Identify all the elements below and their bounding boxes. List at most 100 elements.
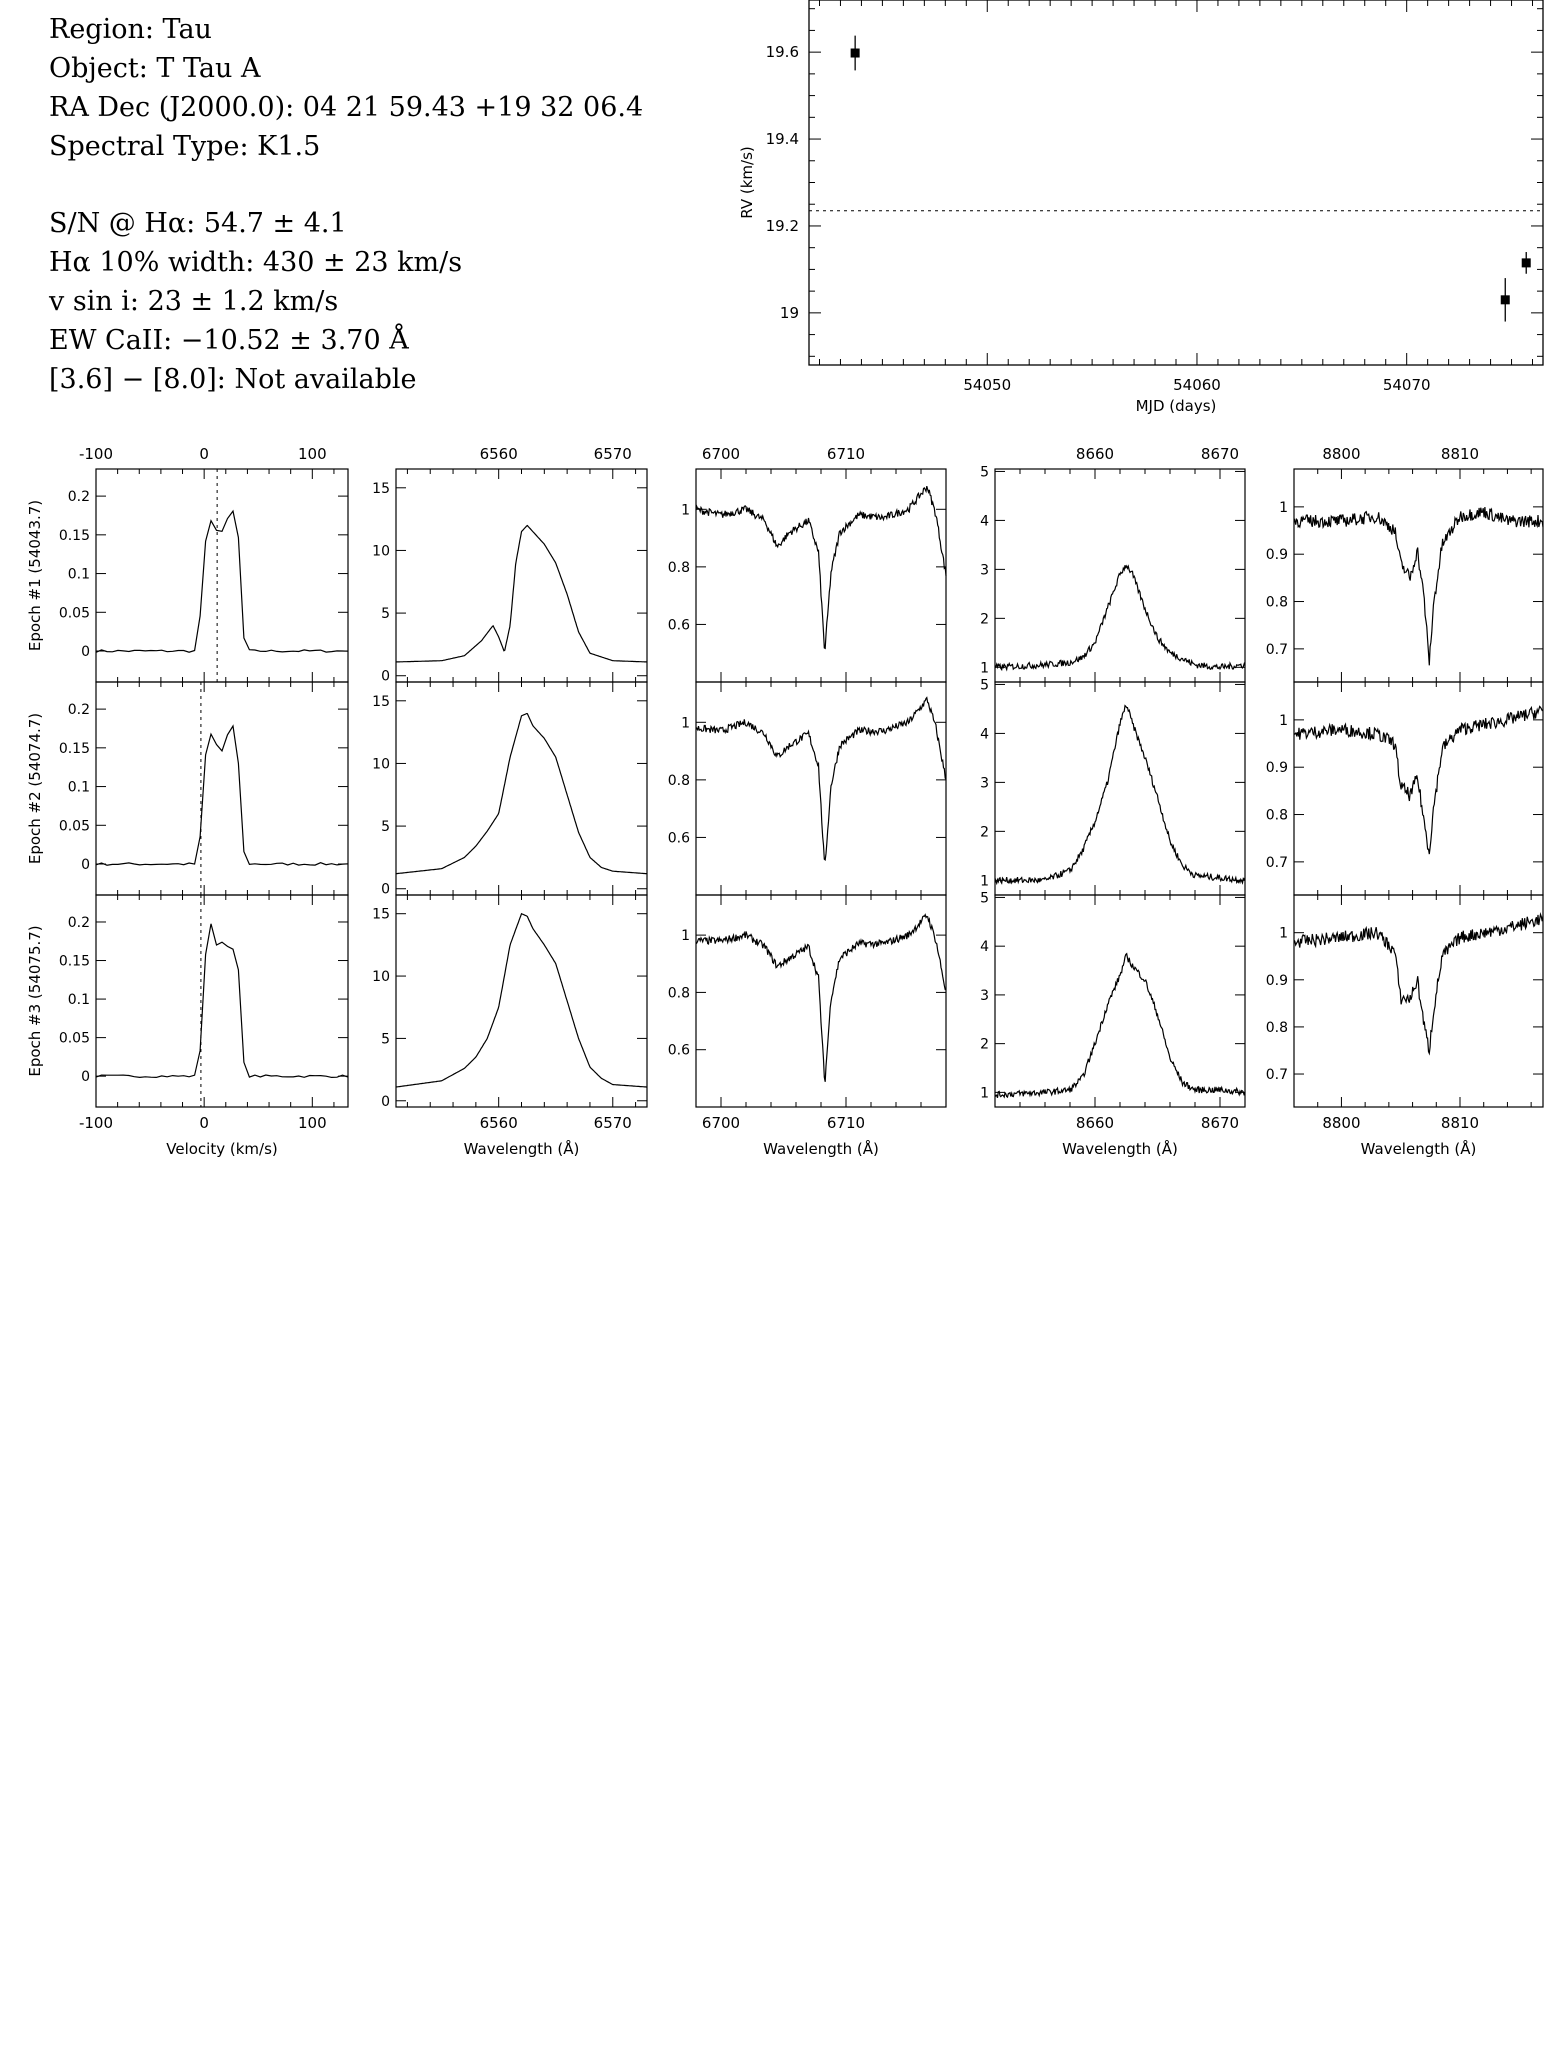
spectrum-line <box>95 724 349 866</box>
y-tick-label: 0.8 <box>1266 1020 1288 1036</box>
y-tick-label: 1 <box>681 715 690 731</box>
y-tick-label: 0.2 <box>68 489 90 505</box>
y-tick-label: 0.1 <box>68 567 90 583</box>
spectral-type-text: Spectral Type: K1.5 <box>49 131 321 162</box>
rv-x-tick-label: 54050 <box>963 376 1011 394</box>
spectrum-panel: 0 0.05 0.1 0.15 0.2 <box>59 681 349 896</box>
y-tick-label: 5 <box>980 677 989 693</box>
y-tick-label: 1 <box>1279 500 1288 516</box>
y-tick-label: 2 <box>980 1037 989 1053</box>
sn-text: S/N @ Hα: 54.7 ± 4.1 <box>49 208 347 239</box>
spectrum-line <box>695 485 947 650</box>
top-x-tick-label: -100 <box>79 445 113 463</box>
y-tick-label: 0.9 <box>1266 547 1288 563</box>
spectrum-panel: 0.7 0.8 0.9 1 <box>1266 468 1544 683</box>
y-tick-label: 5 <box>381 819 390 835</box>
y-tick-label: 0 <box>81 1069 90 1085</box>
y-tick-label: 10 <box>372 969 390 985</box>
x-axis-label: Wavelength (Å) <box>464 1139 580 1158</box>
y-tick-label: 5 <box>381 606 390 622</box>
top-x-tick-label: 100 <box>298 445 327 463</box>
panel-frame <box>95 681 349 896</box>
bottom-x-tick-label: 6700 <box>702 1114 740 1132</box>
y-tick-label: 5 <box>381 1031 390 1047</box>
y-tick-label: 1 <box>1279 713 1288 729</box>
x-axis-label: Wavelength (Å) <box>1062 1139 1178 1158</box>
y-tick-label: 3 <box>980 775 989 791</box>
spectrum-panel: 0.6 0.8 1 <box>668 468 947 683</box>
y-tick-label: 0.1 <box>68 992 90 1008</box>
y-tick-label: 1 <box>980 873 989 889</box>
y-tick-label: 0 <box>381 669 390 685</box>
y-tick-label: 1 <box>681 928 690 944</box>
spectrum-panel: 0.6 0.8 1 <box>668 681 947 896</box>
rv-y-axis-label: RV (km/s) <box>738 146 756 219</box>
y-tick-label: 0.8 <box>668 773 690 789</box>
x-axis-label: Wavelength (Å) <box>1361 1139 1477 1158</box>
spectrum-panel: 0 0.05 0.1 0.15 0.2 <box>59 468 349 683</box>
spectrum-panel: 1 2 3 4 5 <box>980 890 1246 1108</box>
y-tick-label: 0.8 <box>1266 595 1288 611</box>
y-tick-label: 1 <box>980 660 989 676</box>
panel-frame <box>994 681 1246 896</box>
y-tick-label: 5 <box>980 464 989 480</box>
spectrum-line <box>695 696 947 862</box>
vsini-text: v sin i: 23 ± 1.2 km/s <box>49 286 339 317</box>
y-tick-label: 0.6 <box>668 830 690 846</box>
y-tick-label: 0.05 <box>59 605 90 621</box>
top-x-tick-label: 6560 <box>480 445 518 463</box>
panel-frame <box>695 468 947 683</box>
y-tick-label: 0.8 <box>1266 808 1288 824</box>
irac-color-text: [3.6] − [8.0]: Not available <box>49 364 417 395</box>
y-tick-label: 0.8 <box>668 560 690 576</box>
region-text: Region: Tau <box>49 14 212 45</box>
epoch-label: Epoch #3 (54075.7) <box>26 925 44 1076</box>
spectrum-line <box>95 509 349 653</box>
y-tick-label: 0.15 <box>59 954 90 970</box>
spectrum-line <box>1293 507 1544 666</box>
top-x-tick-label: 8800 <box>1322 445 1360 463</box>
y-tick-label: 0.6 <box>668 1043 690 1059</box>
y-tick-label: 0.9 <box>1266 760 1288 776</box>
top-x-tick-label: 0 <box>199 445 209 463</box>
spectrum-panel: 0.7 0.8 0.9 1 <box>1266 681 1544 896</box>
y-tick-label: 0.6 <box>668 617 690 633</box>
bottom-x-tick-label: 6710 <box>827 1114 865 1132</box>
panel-frame <box>1293 894 1544 1108</box>
panel-frame <box>1293 468 1544 683</box>
spectrum-line <box>95 923 349 1079</box>
spectrum-line <box>395 524 648 663</box>
epoch-label: Epoch #1 (54043.7) <box>26 500 44 651</box>
object-info: Region: Tau Object: T Tau A RA Dec (J200… <box>49 10 643 399</box>
panel-frame <box>695 894 947 1108</box>
top-x-tick-label: 6710 <box>827 445 865 463</box>
spectrum-panel: 0 5 10 15 <box>372 894 648 1110</box>
panel-frame <box>95 894 349 1108</box>
y-tick-label: 0.7 <box>1266 855 1288 871</box>
y-tick-label: 0.7 <box>1266 1067 1288 1083</box>
rv-y-tick-label: 19.6 <box>766 43 799 61</box>
rv-data-point <box>1500 295 1510 305</box>
rv-y-tick-label: 19.2 <box>766 217 799 235</box>
top-x-tick-label: 6570 <box>594 445 632 463</box>
y-tick-label: 5 <box>980 890 989 906</box>
bottom-x-tick-label: 8800 <box>1322 1114 1360 1132</box>
spectrum-panel: 0 5 10 15 <box>372 681 648 898</box>
spectrum-panel: 0 0.05 0.1 0.15 0.2 <box>59 894 349 1108</box>
bottom-x-tick-label: 8810 <box>1441 1114 1479 1132</box>
y-tick-label: 1 <box>980 1085 989 1101</box>
y-tick-label: 15 <box>372 694 390 710</box>
bottom-x-tick-label: 6570 <box>594 1114 632 1132</box>
y-tick-label: 15 <box>372 481 390 497</box>
bottom-x-tick-label: 100 <box>298 1114 327 1132</box>
y-tick-label: 0.05 <box>59 818 90 834</box>
radec-text: RA Dec (J2000.0): 04 21 59.43 +19 32 06.… <box>49 92 644 123</box>
y-tick-label: 1 <box>681 502 690 518</box>
y-tick-label: 10 <box>372 543 390 559</box>
spectrum-panel: 0.7 0.8 0.9 1 <box>1266 894 1544 1108</box>
y-tick-label: 0 <box>81 644 90 660</box>
top-x-tick-label: 8810 <box>1441 445 1479 463</box>
spectrum-line <box>1293 705 1544 855</box>
y-tick-label: 4 <box>980 513 989 529</box>
